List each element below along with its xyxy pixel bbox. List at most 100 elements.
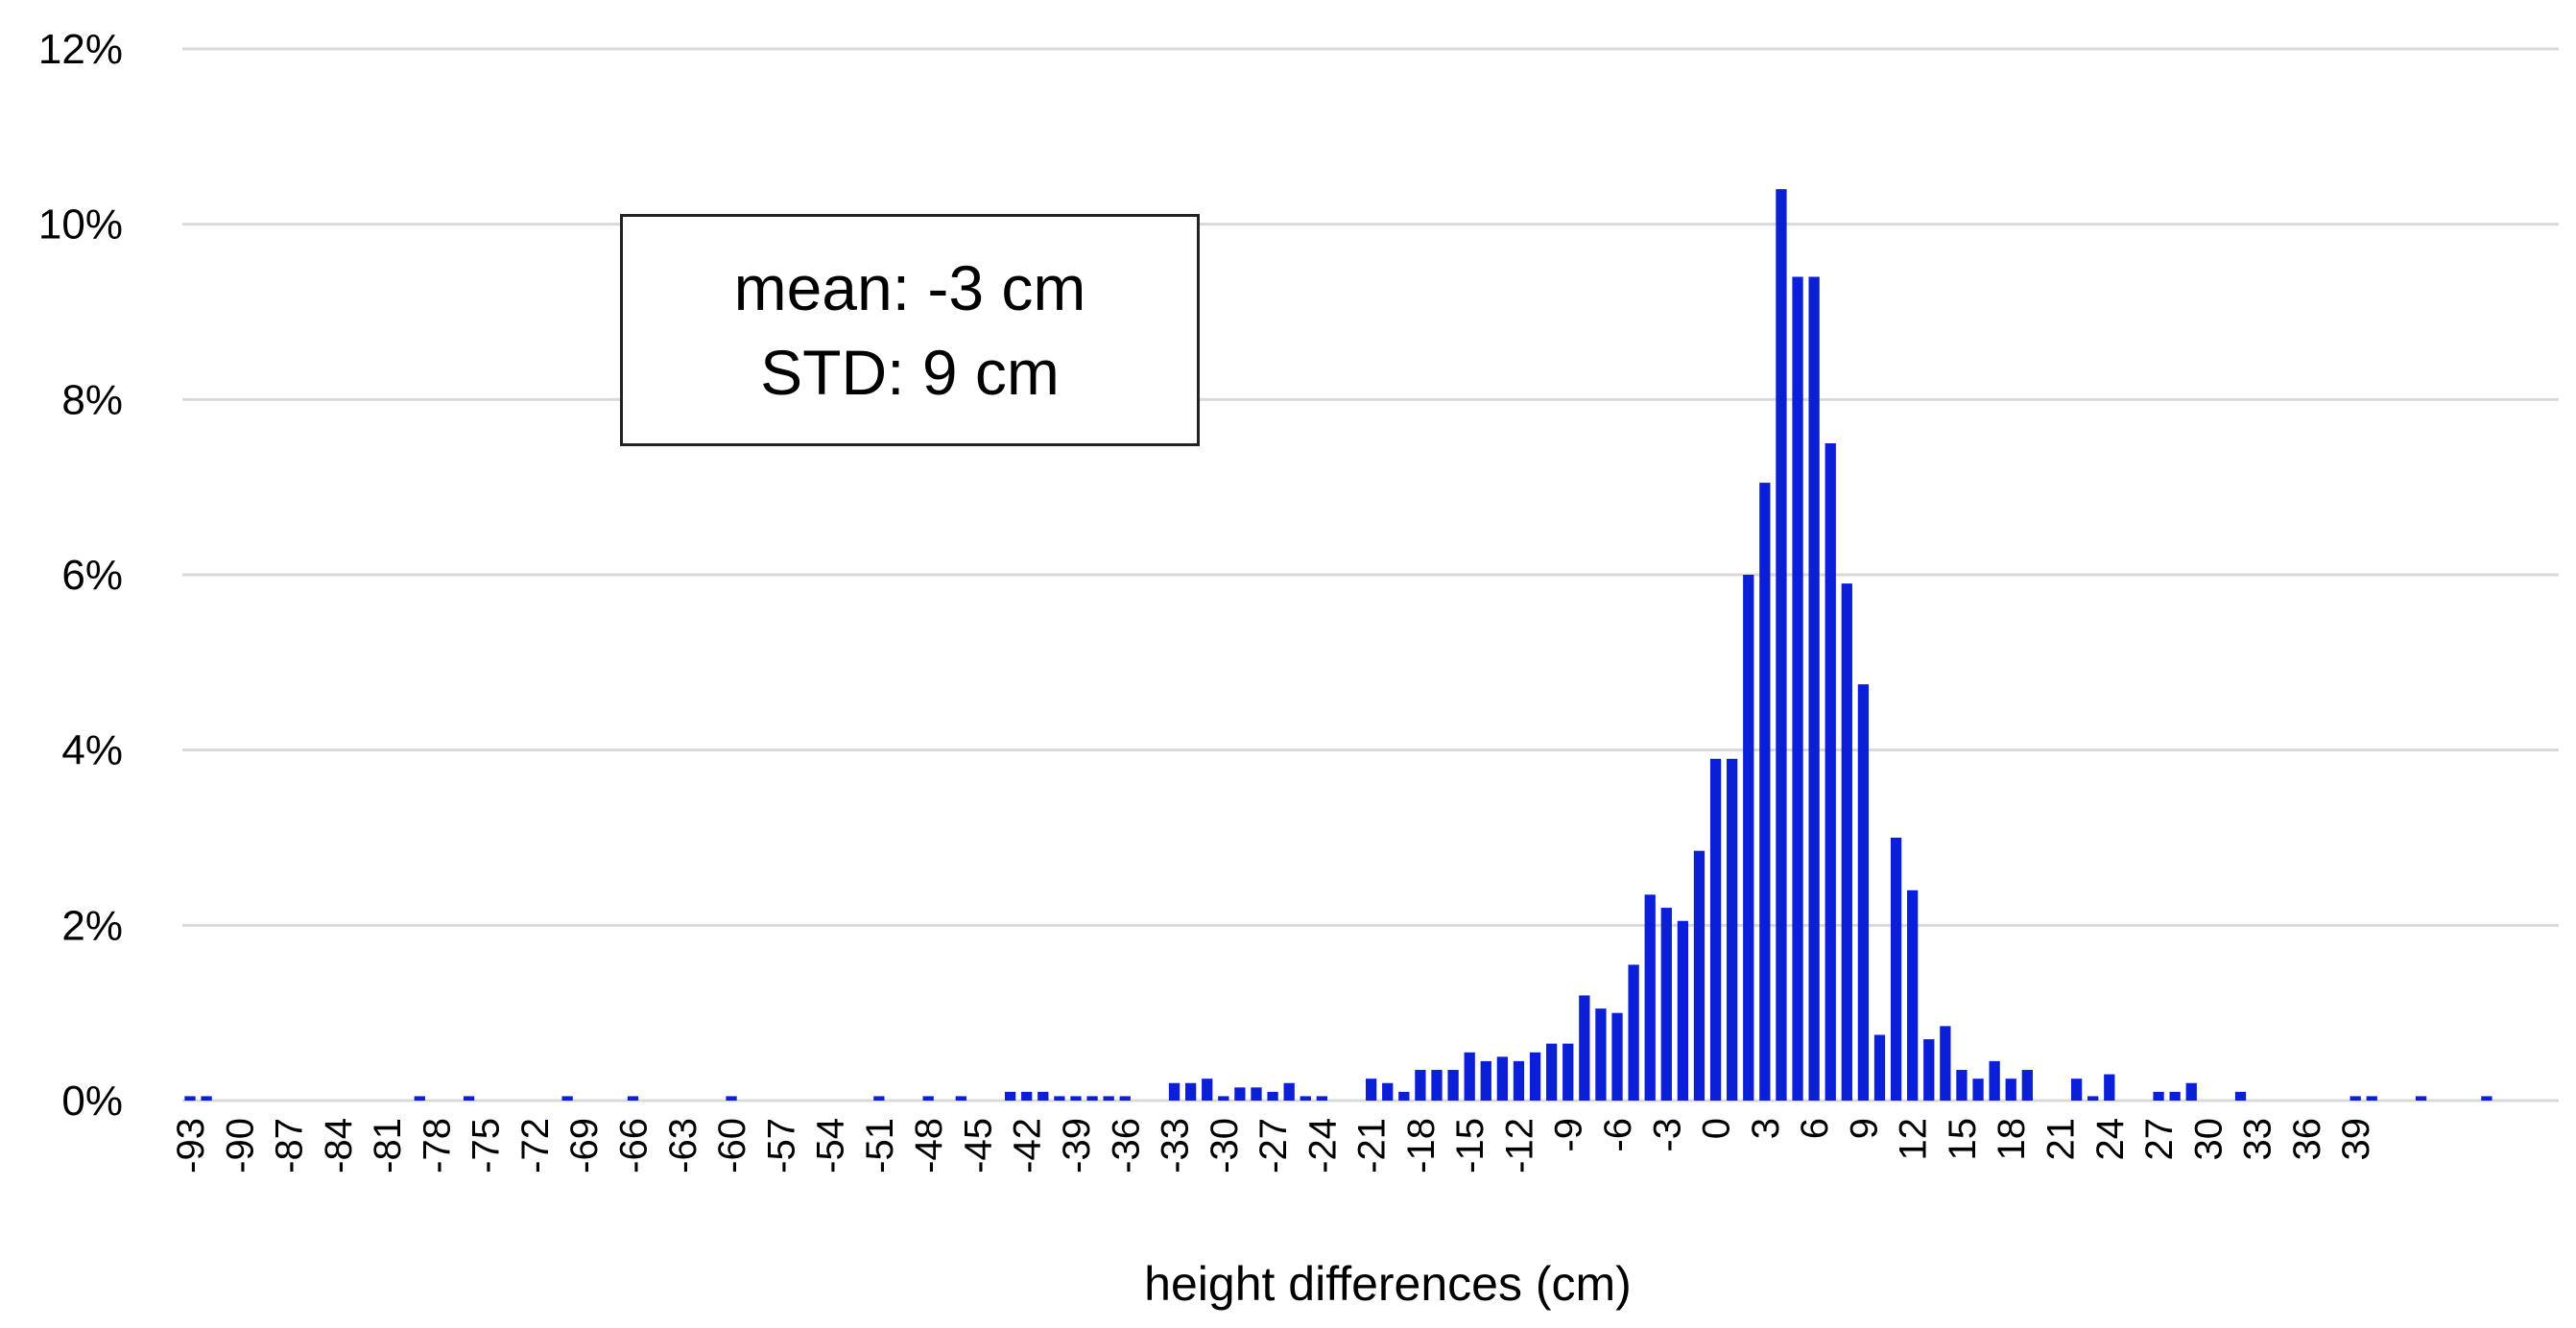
x-tick-label: 9 (1843, 1118, 1885, 1139)
mean-label: mean: -3 cm (733, 252, 1086, 323)
histogram-bar (1611, 1012, 1623, 1101)
histogram-bar (1743, 575, 1754, 1101)
histogram-bar (1890, 838, 1902, 1101)
histogram-bar (1825, 443, 1836, 1101)
x-tick-label: -81 (367, 1118, 409, 1174)
x-axis-tick-labels: -93 -90 -87 -84 -81 -78 -75 -72 -69 -66 -63 -60 -57-… (170, 1118, 2377, 1174)
statistics-box: mean: -3 cm STD: 9 cm (620, 214, 1200, 446)
y-tick-label: 0% (61, 1078, 123, 1125)
histogram-bar (1727, 758, 1738, 1101)
x-tick-label: -66 (613, 1118, 656, 1174)
histogram-bar (2153, 1091, 2164, 1101)
histogram-bar (726, 1096, 737, 1101)
x-tick-label: 18 (1991, 1118, 2033, 1161)
histogram-bar (1841, 583, 1852, 1101)
x-tick-label: -42 (1007, 1118, 1049, 1174)
histogram-bar (2234, 1091, 2247, 1101)
histogram-bar (184, 1096, 196, 1101)
histogram-bar (1693, 850, 1705, 1101)
histogram-bar (1776, 189, 1787, 1101)
x-tick-label: -18 (1400, 1118, 1443, 1174)
x-tick-label: -45 (957, 1118, 999, 1174)
histogram-bar (1447, 1070, 1459, 1101)
histogram-bar (1021, 1091, 1033, 1101)
y-tick-label: 2% (61, 902, 123, 949)
histogram-bar (1480, 1060, 1491, 1101)
histogram-bar (1579, 995, 1590, 1101)
histogram-bar (2481, 1096, 2493, 1101)
gridlines (182, 47, 2559, 1103)
histogram-bar (1808, 276, 1820, 1102)
x-tick-label: -48 (908, 1118, 950, 1174)
x-tick-label: -9 (1548, 1118, 1590, 1152)
histogram-bar (1857, 684, 1870, 1101)
histogram-bar (2366, 1096, 2377, 1101)
histogram-bar (1940, 1026, 1951, 1101)
histogram-bar (1038, 1091, 1049, 1101)
histogram-bar (1873, 1034, 1886, 1101)
histogram-bar (414, 1096, 425, 1101)
histogram-bar (2005, 1079, 2016, 1101)
x-tick-label: -33 (1155, 1118, 1197, 1174)
histogram-bar (1251, 1087, 1262, 1101)
x-tick-label: 12 (1893, 1118, 1935, 1161)
x-tick-label: 33 (2237, 1118, 2279, 1161)
x-tick-label: -39 (1056, 1118, 1098, 1174)
x-tick-label: -21 (1351, 1118, 1394, 1174)
y-tick-label: 6% (61, 552, 123, 599)
x-tick-label: 24 (2089, 1118, 2132, 1161)
histogram-bar (1431, 1070, 1443, 1101)
std-label: STD: 9 cm (760, 337, 1060, 408)
x-tick-label: -54 (810, 1118, 852, 1174)
histogram-bar (1267, 1091, 1278, 1101)
histogram-bar (1562, 1043, 1574, 1101)
x-tick-label: 0 (1696, 1118, 1738, 1139)
x-tick-label: 15 (1942, 1118, 1984, 1161)
histogram-bar (1415, 1070, 1426, 1101)
histogram-bar (1218, 1096, 1229, 1101)
x-tick-label: -87 (269, 1118, 311, 1174)
histogram-bar (1234, 1087, 1246, 1101)
histogram-bar (1004, 1091, 1016, 1101)
histogram-bar (1660, 908, 1672, 1101)
histogram-bar (1546, 1043, 1558, 1101)
histogram-bar (1956, 1070, 1968, 1101)
histogram-bar (201, 1096, 212, 1101)
y-tick-label: 4% (61, 727, 123, 774)
x-tick-label: -36 (1105, 1118, 1147, 1174)
x-tick-label: 36 (2286, 1118, 2328, 1161)
histogram-bar (1168, 1082, 1181, 1101)
histogram-bar (2021, 1070, 2033, 1101)
y-axis-tick-labels: 0% 2% 4% 6% 8% 10% 12% (38, 26, 123, 1125)
histogram-bar (627, 1096, 639, 1101)
histogram-bar (873, 1096, 885, 1101)
histogram-bar (1103, 1096, 1114, 1101)
histogram-bar (1972, 1079, 1984, 1101)
histogram-bar (1644, 894, 1656, 1101)
histogram-bar (1086, 1096, 1098, 1101)
histogram-bar (2169, 1091, 2181, 1101)
x-tick-label: -51 (859, 1118, 901, 1174)
x-tick-label: 39 (2335, 1118, 2377, 1161)
histogram-bar (1316, 1096, 1327, 1101)
histogram-bar (561, 1096, 573, 1101)
x-tick-label: 27 (2138, 1118, 2181, 1161)
histogram-bar (1184, 1082, 1197, 1101)
histogram-bar (1464, 1052, 1475, 1101)
x-tick-label: -57 (760, 1118, 802, 1174)
x-tick-label: -24 (1301, 1118, 1344, 1174)
histogram-bar (1119, 1096, 1131, 1101)
x-tick-label: -90 (219, 1118, 261, 1174)
x-tick-label: 3 (1745, 1118, 1787, 1139)
histogram-bar (2349, 1096, 2361, 1101)
histogram-bar (1366, 1079, 1377, 1101)
x-tick-label: -27 (1252, 1118, 1295, 1174)
histogram-bar (1070, 1096, 1082, 1101)
histogram-bar (2415, 1096, 2427, 1101)
histogram-bar (2070, 1079, 2083, 1101)
histogram-bar (1792, 276, 1803, 1102)
histogram-bar (955, 1096, 966, 1101)
histogram-bar (1595, 1008, 1607, 1101)
histogram-bar (1300, 1096, 1311, 1101)
